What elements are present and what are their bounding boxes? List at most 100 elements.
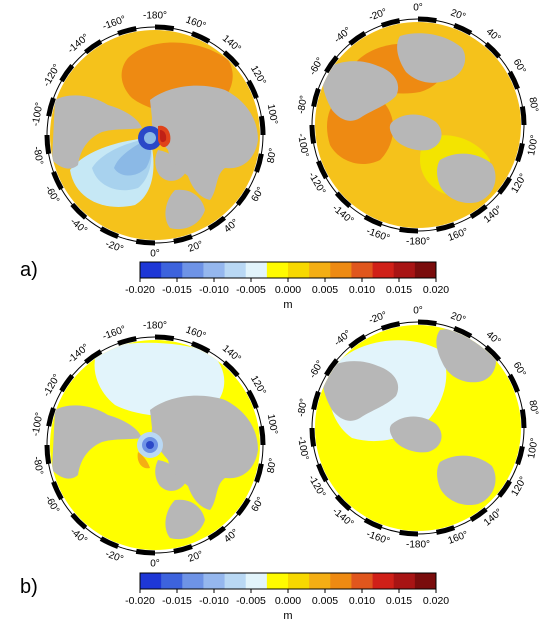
colorbar-swatch bbox=[309, 573, 331, 589]
colorbar-tick-label: 0.020 bbox=[423, 595, 449, 607]
frame-segment bbox=[59, 373, 75, 393]
longitude-label: -180° bbox=[406, 237, 430, 248]
colorbar-b: -0.020 -0.015 -0.010 -0.005 0.000 0.005 0.010 0… bbox=[125, 572, 449, 622]
frame-segment bbox=[435, 525, 456, 535]
longitude-label: -160° bbox=[365, 226, 391, 245]
land-eurasia bbox=[150, 85, 258, 200]
colorbar-swatch bbox=[288, 262, 310, 278]
ring-b-north: -180° 160°140°120°100°80°60°40°20°0°-20°-… bbox=[30, 321, 279, 570]
frame-segment bbox=[44, 444, 52, 465]
frame-segment bbox=[309, 427, 317, 447]
longitude-label: -60° bbox=[307, 359, 326, 380]
frame-segment bbox=[222, 50, 240, 68]
longitude-label: -20° bbox=[104, 239, 125, 256]
colorbar-swatch bbox=[245, 262, 268, 278]
frame-segment bbox=[51, 171, 64, 191]
land-south-america bbox=[322, 361, 399, 421]
colorbar-tick-label: 0.005 bbox=[312, 595, 338, 607]
frame-segment bbox=[469, 204, 488, 219]
frame-segment bbox=[46, 97, 56, 117]
frame-segment bbox=[316, 160, 329, 180]
longitude-label: 60° bbox=[250, 185, 267, 204]
colorbar-swatch bbox=[372, 573, 395, 589]
frame-segment bbox=[484, 344, 502, 362]
longitude-label: 60° bbox=[250, 495, 267, 514]
land-north-america bbox=[52, 95, 142, 169]
longitude-label: -100° bbox=[30, 412, 45, 438]
frame-segment bbox=[311, 87, 321, 108]
frame-segment bbox=[515, 445, 525, 466]
colorbar-swatch bbox=[330, 262, 352, 278]
frame-segment bbox=[70, 512, 88, 530]
pole-anomaly bbox=[137, 452, 150, 469]
longitude-label: -160° bbox=[365, 529, 391, 548]
colorbar-tick-label: 0.005 bbox=[312, 284, 338, 296]
colorbar-tick-label: -0.005 bbox=[236, 595, 266, 607]
colorbar-swatch bbox=[288, 573, 310, 589]
frame-segment bbox=[191, 31, 211, 44]
frame-segment bbox=[99, 226, 119, 239]
frame-segment bbox=[453, 23, 473, 36]
frame-segment bbox=[334, 494, 352, 512]
frame-segment bbox=[207, 525, 227, 541]
frame-segment bbox=[246, 389, 259, 409]
colorbar-swatch bbox=[414, 262, 437, 278]
panel-label: b) bbox=[20, 576, 38, 598]
colorbar-tick-label: 0.000 bbox=[275, 595, 301, 607]
longitude-label: 160° bbox=[446, 529, 469, 546]
frame-segment bbox=[363, 214, 383, 227]
colorbar-swatch bbox=[330, 573, 352, 589]
frame-segment bbox=[117, 336, 137, 346]
colorbar-swatch bbox=[414, 573, 437, 589]
panel-a: -180° 160°140°120°100°80°60°40°20°0°-20°-… bbox=[20, 3, 541, 311]
frame-segment bbox=[235, 497, 251, 517]
frame-segment bbox=[46, 407, 56, 427]
frame-segment bbox=[254, 463, 264, 483]
pole-anomaly bbox=[146, 441, 154, 449]
longitude-label: 120° bbox=[510, 172, 530, 195]
map-a-south bbox=[315, 22, 521, 228]
frame-segment bbox=[135, 548, 156, 556]
longitude-label: 100° bbox=[526, 134, 540, 156]
longitude-label: 20° bbox=[449, 7, 467, 23]
longitude-label: 80° bbox=[266, 147, 279, 164]
land-antarctica bbox=[389, 114, 442, 151]
frame-segment bbox=[417, 319, 437, 327]
longitude-label: -80° bbox=[296, 95, 310, 115]
frame-segment bbox=[380, 321, 401, 331]
frame-segment bbox=[316, 463, 329, 483]
frame-segment bbox=[519, 409, 527, 429]
frame-segment bbox=[348, 31, 367, 46]
panel-b: -180° 160°140°120°100°80°60°40°20°0°-20°-… bbox=[20, 306, 541, 622]
land-greenland bbox=[155, 460, 186, 491]
colorbar-tick-label: 0.000 bbox=[275, 284, 301, 296]
colorbar-tick-label: -0.020 bbox=[125, 595, 155, 607]
longitude-label: 20° bbox=[449, 310, 467, 326]
longitude-label: -20° bbox=[367, 310, 388, 327]
colorbar-unit: m bbox=[283, 299, 292, 311]
frame-segment bbox=[497, 176, 512, 195]
longitude-label: 40° bbox=[484, 329, 503, 347]
colorbar-swatch bbox=[393, 573, 416, 589]
frame-segment bbox=[497, 479, 512, 498]
frame-segment bbox=[191, 341, 211, 354]
longitude-label: 160° bbox=[184, 325, 207, 342]
frame-segment bbox=[484, 41, 502, 59]
longitude-label: 20° bbox=[187, 549, 205, 565]
colorbar-swatch bbox=[266, 262, 289, 278]
frame-segment bbox=[453, 326, 473, 339]
frame-segment bbox=[380, 18, 401, 28]
frame-segment bbox=[51, 481, 64, 501]
longitude-label: 120° bbox=[510, 475, 530, 498]
colorbar-swatch bbox=[351, 573, 373, 589]
land-africa bbox=[397, 33, 466, 83]
colorbar-tick-label: 0.015 bbox=[386, 595, 412, 607]
frame-segment bbox=[311, 390, 321, 411]
frame-segment bbox=[135, 238, 156, 246]
frame-segment bbox=[334, 191, 352, 209]
land-antarctica bbox=[389, 416, 442, 453]
frame-segment bbox=[348, 334, 367, 349]
longitude-label: 0° bbox=[150, 249, 160, 260]
land-europe-africa bbox=[165, 189, 205, 230]
